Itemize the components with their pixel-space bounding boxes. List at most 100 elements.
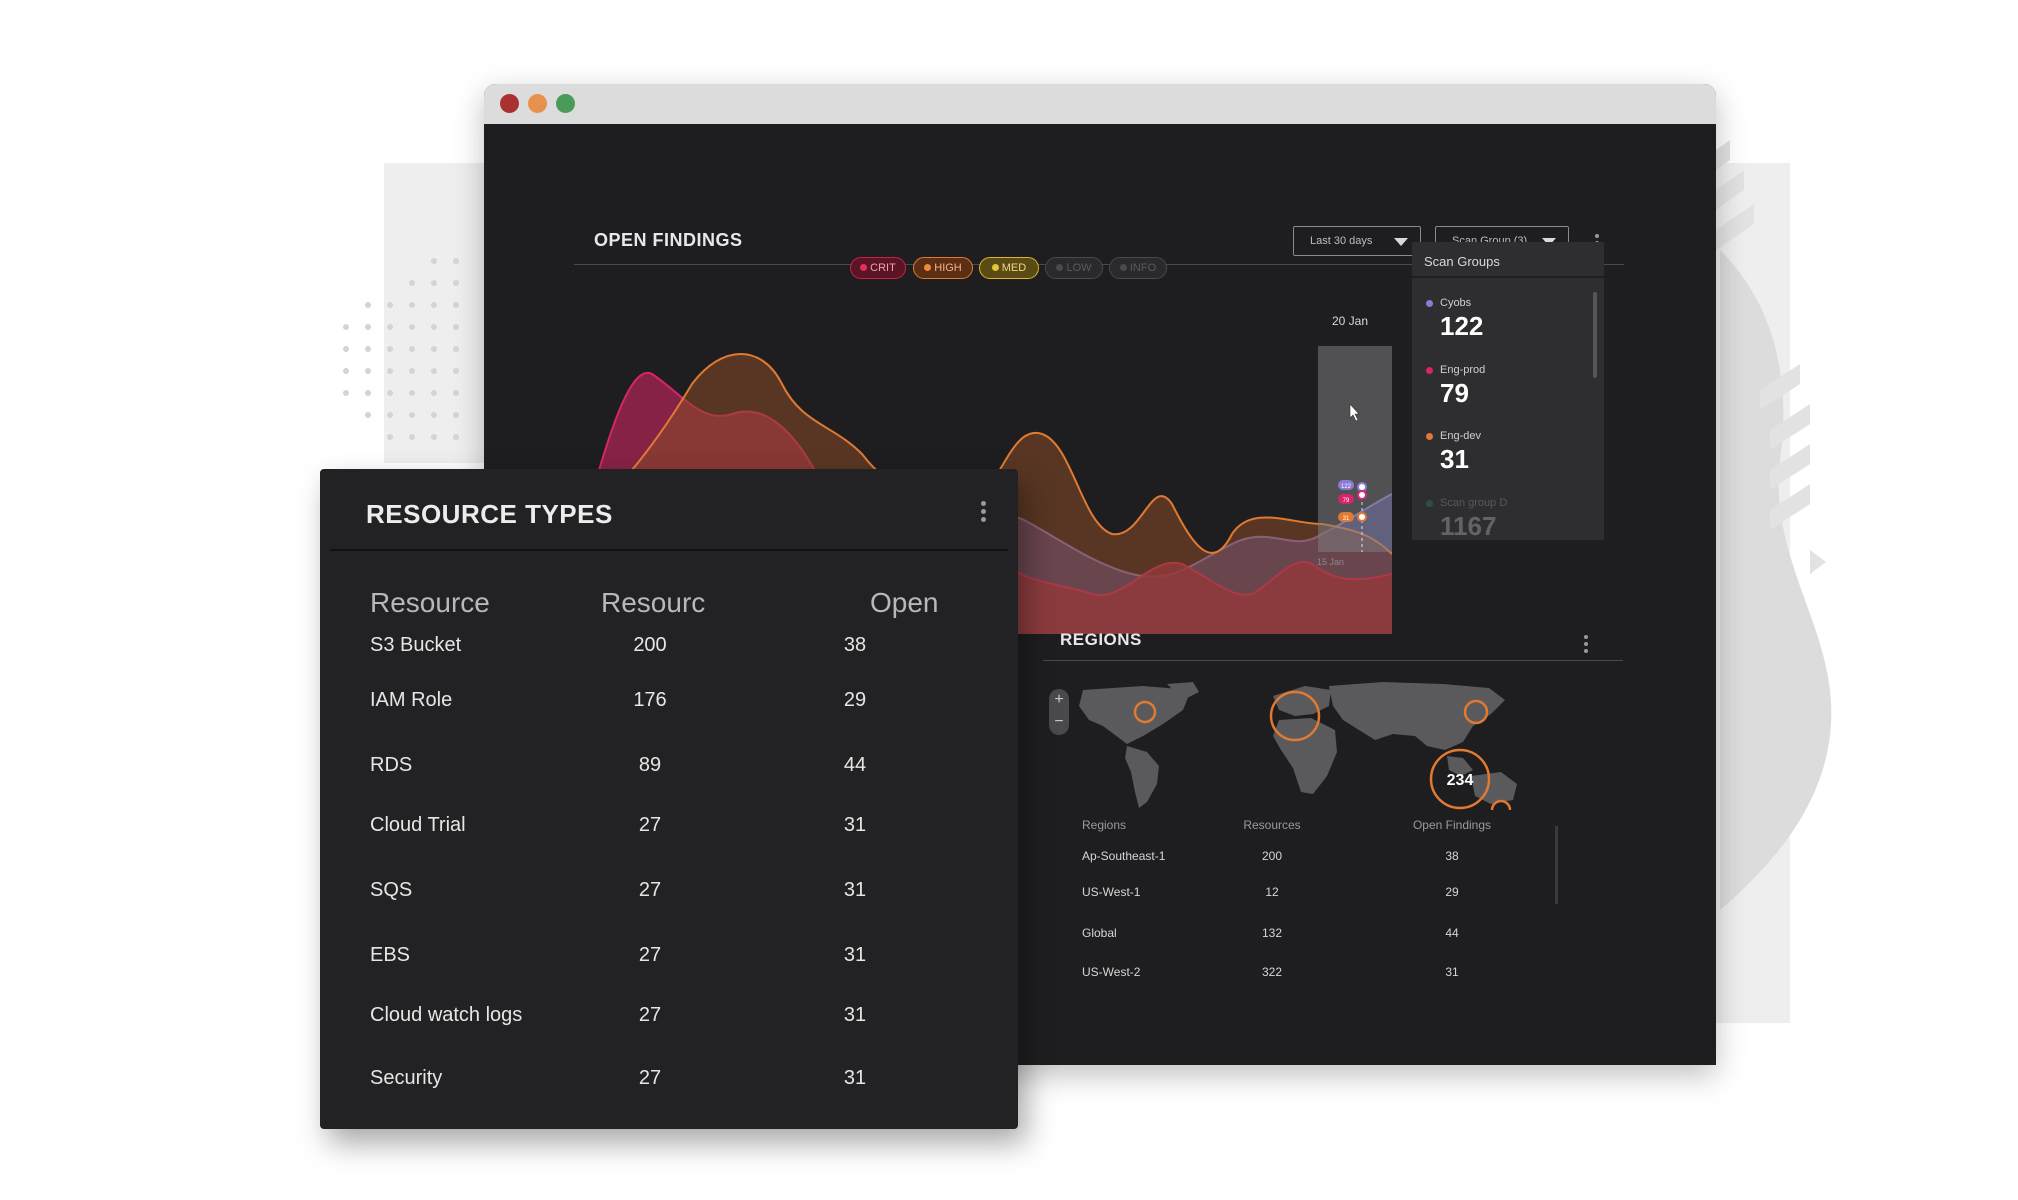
scan-group-value: 31 (1440, 444, 1469, 474)
resource-count: 200 (633, 634, 667, 656)
resource-types-divider (330, 549, 1008, 551)
regions-divider (1043, 660, 1623, 661)
zoom-out-button[interactable]: − (1054, 713, 1064, 730)
region-marker-us-west[interactable] (1133, 700, 1157, 724)
map-southeast-asia (1447, 756, 1473, 776)
zoom-in-button[interactable]: + (1054, 691, 1064, 708)
resource-name: EBS (370, 944, 411, 966)
pill-label: INFO (1129, 262, 1157, 274)
pill-label: LOW (1066, 262, 1092, 274)
background-decoration (1716, 140, 1832, 910)
resource-open: 31 (843, 814, 867, 836)
resource-open: 31 (843, 1067, 867, 1089)
date-range-dropdown[interactable]: Last 30 days (1293, 226, 1421, 256)
resource-name: S3 Bucket (370, 634, 462, 656)
resource-types-title: RESOURCE TYPES (366, 499, 613, 529)
window-close-button[interactable] (500, 94, 519, 113)
window-maximize-button[interactable] (556, 94, 575, 113)
crit-dot-icon (860, 264, 868, 271)
pill-label: MED (1001, 262, 1027, 274)
resource-name: Cloud Trial (370, 814, 466, 836)
high-dot-icon (924, 264, 932, 271)
hover-point-eng-dev (1357, 512, 1367, 522)
pill-label: HIGH (934, 262, 962, 274)
hover-badge-eng-dev (1338, 512, 1354, 522)
region-open-findings: 38 (1445, 849, 1459, 863)
resource-count: 27 (638, 879, 662, 901)
scan-group-name: Scan group D (1426, 497, 1507, 509)
regions-title: REGIONS (1060, 630, 1142, 649)
region-resources: 200 (1261, 849, 1283, 863)
filter-pill-info[interactable]: INFO (1109, 257, 1167, 279)
filter-pill-crit[interactable]: CRIT (850, 257, 906, 279)
scan-group-name: Cyobs (1426, 297, 1483, 309)
scan-group-eng-prod[interactable]: Eng-prod 79 (1426, 364, 1485, 409)
region-resources: 322 (1261, 965, 1283, 979)
legend-dot-icon (1426, 433, 1433, 440)
x-axis-tick-label: 15 Jan (1317, 557, 1345, 567)
scan-group-name-text: Cyobs (1440, 297, 1472, 309)
filter-pill-med[interactable]: MED (979, 257, 1039, 279)
hover-date-label: 20 Jan (1332, 314, 1369, 328)
hover-point-cyobs (1357, 482, 1367, 492)
resource-open: 44 (843, 754, 867, 776)
med-dot-icon (991, 264, 999, 271)
resource-open: 38 (843, 634, 867, 656)
open-findings-title: OPEN FINDINGS (594, 230, 743, 250)
region-name: Ap-Southeast-1 (1082, 849, 1166, 863)
region-name: US-West-2 (1082, 965, 1141, 979)
region-name: Global (1082, 926, 1117, 940)
region-resources: 132 (1261, 926, 1283, 940)
hover-highlight-column (1318, 346, 1392, 552)
hover-badge-eng-prod (1338, 494, 1354, 504)
region-marker-europe[interactable] (1269, 690, 1321, 742)
map-europe (1273, 686, 1331, 716)
column-header-resources[interactable]: Resourc (601, 587, 706, 618)
region-resources: 12 (1265, 885, 1279, 899)
resource-types-card: RESOURCE TYPES Resource Resourc Open S3 … (320, 469, 1018, 1129)
resource-name: Security (370, 1067, 443, 1089)
map-australia (1471, 772, 1517, 804)
column-header-resources[interactable]: Resources (1243, 818, 1301, 832)
region-marker-label: 234 (1447, 772, 1474, 789)
window-minimize-button[interactable] (528, 94, 547, 113)
region-open-findings: 44 (1445, 926, 1459, 940)
hover-badge-eng-dev-text: 31 (1343, 516, 1350, 522)
legend-dot-icon (1426, 367, 1433, 374)
info-dot-icon (1119, 264, 1127, 271)
scan-group-name-text: Eng-prod (1440, 364, 1486, 376)
filter-pill-high[interactable]: HIGH (913, 257, 973, 279)
world-map[interactable]: 234 (1043, 680, 1603, 810)
map-greenland (1167, 682, 1199, 700)
scan-group-cyobs[interactable]: Cyobs 122 (1426, 297, 1483, 342)
pill-label: CRIT (870, 262, 896, 274)
column-header-regions[interactable]: Regions (1082, 818, 1127, 832)
resource-name: Cloud watch logs (370, 1004, 523, 1026)
regions-scrollbar[interactable] (1555, 826, 1558, 904)
regions-more-icon[interactable] (1584, 635, 1588, 656)
date-range-value: Last 30 days (1310, 235, 1373, 247)
pointer-cursor-icon (1349, 403, 1360, 422)
region-name: US-West-1 (1082, 885, 1141, 899)
filter-pill-low[interactable]: LOW (1045, 257, 1103, 279)
scan-group-d[interactable]: Scan group D 1167 (1426, 497, 1507, 542)
map-africa (1273, 718, 1337, 794)
legend-dot-icon (1426, 500, 1433, 507)
hover-badge-eng-prod-text: 79 (1343, 498, 1350, 504)
resource-types-more-icon[interactable] (981, 501, 986, 525)
resource-count: 27 (638, 1004, 662, 1026)
map-south-america (1125, 746, 1159, 808)
column-header-resource[interactable]: Resource (370, 587, 490, 618)
region-marker-ap-southeast[interactable] (1429, 748, 1491, 810)
window-titlebar (484, 84, 1716, 124)
hover-point-eng-prod (1357, 490, 1367, 500)
column-header-open-findings[interactable]: Open Findings (1412, 818, 1492, 832)
background-dot-pattern (343, 258, 459, 440)
region-marker-australia[interactable] (1490, 799, 1512, 810)
scan-group-eng-dev[interactable]: Eng-dev 31 (1426, 430, 1481, 475)
hover-badge-cyobs-text: 122 (1341, 484, 1352, 490)
scan-groups-scrollbar[interactable] (1593, 292, 1597, 378)
resource-count: 27 (638, 814, 662, 836)
column-header-open[interactable]: Open (870, 587, 939, 618)
region-marker-asia-east[interactable] (1463, 699, 1489, 725)
